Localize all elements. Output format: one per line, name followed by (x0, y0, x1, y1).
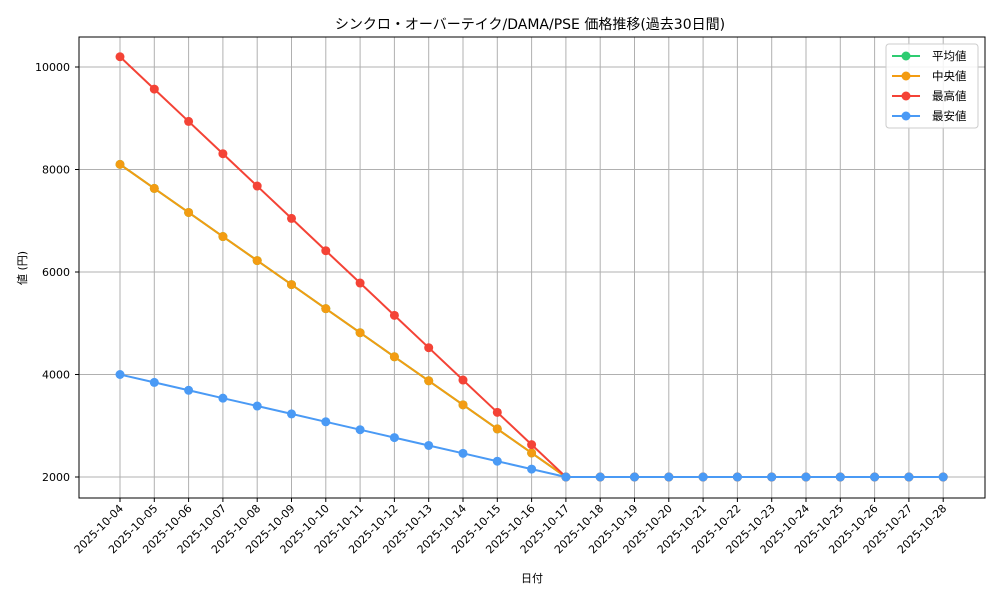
legend-label: 平均値 (932, 49, 967, 63)
data-point (732, 472, 742, 482)
data-point (458, 448, 468, 458)
data-point (938, 472, 948, 482)
y-axis-label: 値 (円) (16, 251, 29, 285)
legend-item: 最安値 (892, 109, 967, 123)
data-point (287, 280, 296, 290)
x-axis-label: 日付 (521, 572, 543, 585)
y-axis: 2000 4000 6000 8000 10000 (35, 61, 79, 484)
data-point (527, 448, 537, 458)
data-point (458, 400, 468, 410)
y-tick-label: 6000 (42, 266, 70, 279)
legend-item: 平均値 (892, 49, 967, 63)
data-point (870, 472, 880, 482)
data-point (218, 393, 228, 403)
data-point (321, 246, 331, 256)
data-point (149, 377, 159, 387)
legend-label: 最安値 (932, 109, 967, 123)
data-point (389, 433, 399, 443)
data-point (492, 424, 502, 434)
data-point (252, 256, 262, 266)
y-tick-label: 10000 (35, 61, 70, 74)
data-point (664, 472, 674, 482)
data-point (904, 472, 914, 482)
data-point (149, 84, 159, 94)
data-point (115, 370, 125, 379)
y-tick-label: 2000 (42, 471, 70, 484)
legend-marker-icon (901, 51, 911, 61)
data-point (252, 401, 262, 411)
data-point (149, 183, 159, 193)
data-point (184, 385, 194, 395)
data-point (321, 304, 331, 314)
data-point (115, 52, 125, 62)
legend-marker-icon (901, 111, 911, 121)
data-point (287, 213, 296, 223)
data-point (458, 375, 468, 385)
grid-lines (79, 37, 985, 498)
legend-box (885, 43, 979, 129)
data-point (492, 407, 502, 417)
series-layer (115, 52, 948, 482)
legend-label: 中央値 (932, 69, 967, 83)
data-point (801, 472, 811, 482)
data-point (492, 456, 502, 466)
data-point (630, 472, 639, 482)
data-point (389, 310, 399, 320)
data-point (767, 472, 777, 482)
data-point (698, 472, 708, 482)
data-point (218, 232, 228, 242)
legend-item: 最高値 (892, 89, 967, 103)
data-point (355, 278, 365, 288)
data-point (252, 181, 262, 191)
y-tick-label: 8000 (42, 164, 70, 177)
data-point (561, 472, 571, 482)
data-point (595, 472, 605, 482)
series-line (115, 370, 948, 482)
data-point (218, 149, 228, 159)
data-point (527, 464, 537, 474)
data-point (115, 159, 125, 169)
legend-marker-icon (901, 71, 911, 81)
data-point (424, 376, 434, 386)
data-point (184, 207, 194, 217)
data-point (355, 425, 365, 435)
data-point (184, 116, 194, 126)
legend-marker-icon (901, 91, 911, 101)
data-point (321, 417, 331, 427)
data-point (355, 328, 365, 338)
chart-title: シンクロ・オーバーテイク/DAMA/PSE 価格推移(過去30日間) (335, 17, 725, 33)
data-point (287, 409, 296, 419)
data-point (424, 343, 434, 353)
data-point (424, 440, 434, 450)
data-point (835, 472, 845, 482)
legend-label: 最高値 (932, 89, 967, 103)
legend-item: 中央値 (892, 69, 967, 83)
data-point (527, 440, 537, 450)
y-tick-label: 4000 (42, 369, 70, 382)
data-point (389, 352, 399, 362)
